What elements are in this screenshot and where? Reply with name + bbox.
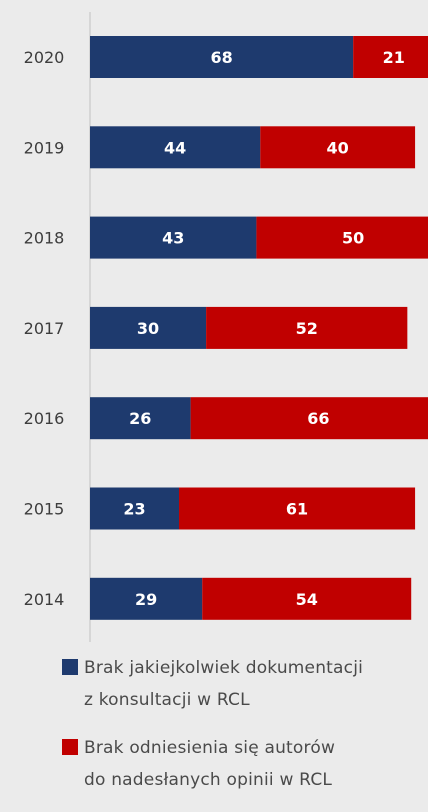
bar-series-2 <box>256 216 428 259</box>
y-tick-label: 2016 <box>24 409 65 428</box>
legend: Brak jakiejkolwiek dokumentacji z konsul… <box>62 652 422 812</box>
bar-series-1 <box>90 487 180 530</box>
plot-area: 2020 68 21 2019 44 40 2018 43 50 2017 30 52 2016 26 66… <box>24 12 428 642</box>
legend-label-series-1-line-1: Brak jakiejkolwiek dokumentacji <box>84 658 364 678</box>
data-label-series-2: 40 <box>327 138 349 157</box>
data-label-series-2: 52 <box>296 319 318 338</box>
y-tick-label: 2017 <box>24 319 65 338</box>
y-tick-label: 2019 <box>24 138 65 157</box>
legend-label-series-2-line-1: Brak odniesienia się autorów <box>84 738 336 758</box>
bar-series-2 <box>353 36 428 78</box>
legend-label-series-1-line-2: z konsultacji w RCL <box>84 690 250 710</box>
bar-series-1 <box>90 216 257 259</box>
bar-series-1 <box>90 306 207 349</box>
data-label-series-1: 23 <box>123 500 145 519</box>
data-label-series-2: 50 <box>342 229 364 248</box>
bar-series-2 <box>179 487 416 530</box>
bar-series-1 <box>90 397 191 440</box>
data-label-series-1: 29 <box>135 590 157 609</box>
y-tick-label: 2018 <box>24 229 65 248</box>
data-label-series-2: 61 <box>286 500 308 519</box>
y-tick-label: 2015 <box>24 500 65 519</box>
data-label-series-1: 68 <box>210 48 232 67</box>
bar-series-1 <box>90 577 203 620</box>
bar-series-2 <box>260 126 416 169</box>
y-tick-label: 2014 <box>24 590 65 609</box>
data-label-series-1: 44 <box>164 138 186 157</box>
legend-swatch-series-1 <box>62 659 78 675</box>
legend-label-series-2-line-2: do nadesłanych opinii w RCL <box>84 770 333 790</box>
data-label-series-1: 30 <box>137 319 159 338</box>
legend-item-series-1: Brak jakiejkolwiek dokumentacji z konsul… <box>62 652 422 716</box>
bar-series-1 <box>90 126 261 169</box>
data-label-series-1: 26 <box>129 409 151 428</box>
data-label-series-2: 54 <box>296 590 318 609</box>
data-label-series-1: 43 <box>162 229 184 248</box>
bar-series-2 <box>202 577 412 620</box>
bar-series-2 <box>190 397 428 440</box>
legend-swatch-series-2 <box>62 739 78 755</box>
y-tick-label: 2020 <box>24 48 65 67</box>
legend-item-series-2: Brak odniesienia się autorów do nadesłan… <box>62 732 422 796</box>
bar-series-2 <box>206 306 408 349</box>
bar-series-1 <box>90 36 354 78</box>
data-label-series-2: 21 <box>383 48 405 67</box>
data-label-series-2: 66 <box>307 409 329 428</box>
